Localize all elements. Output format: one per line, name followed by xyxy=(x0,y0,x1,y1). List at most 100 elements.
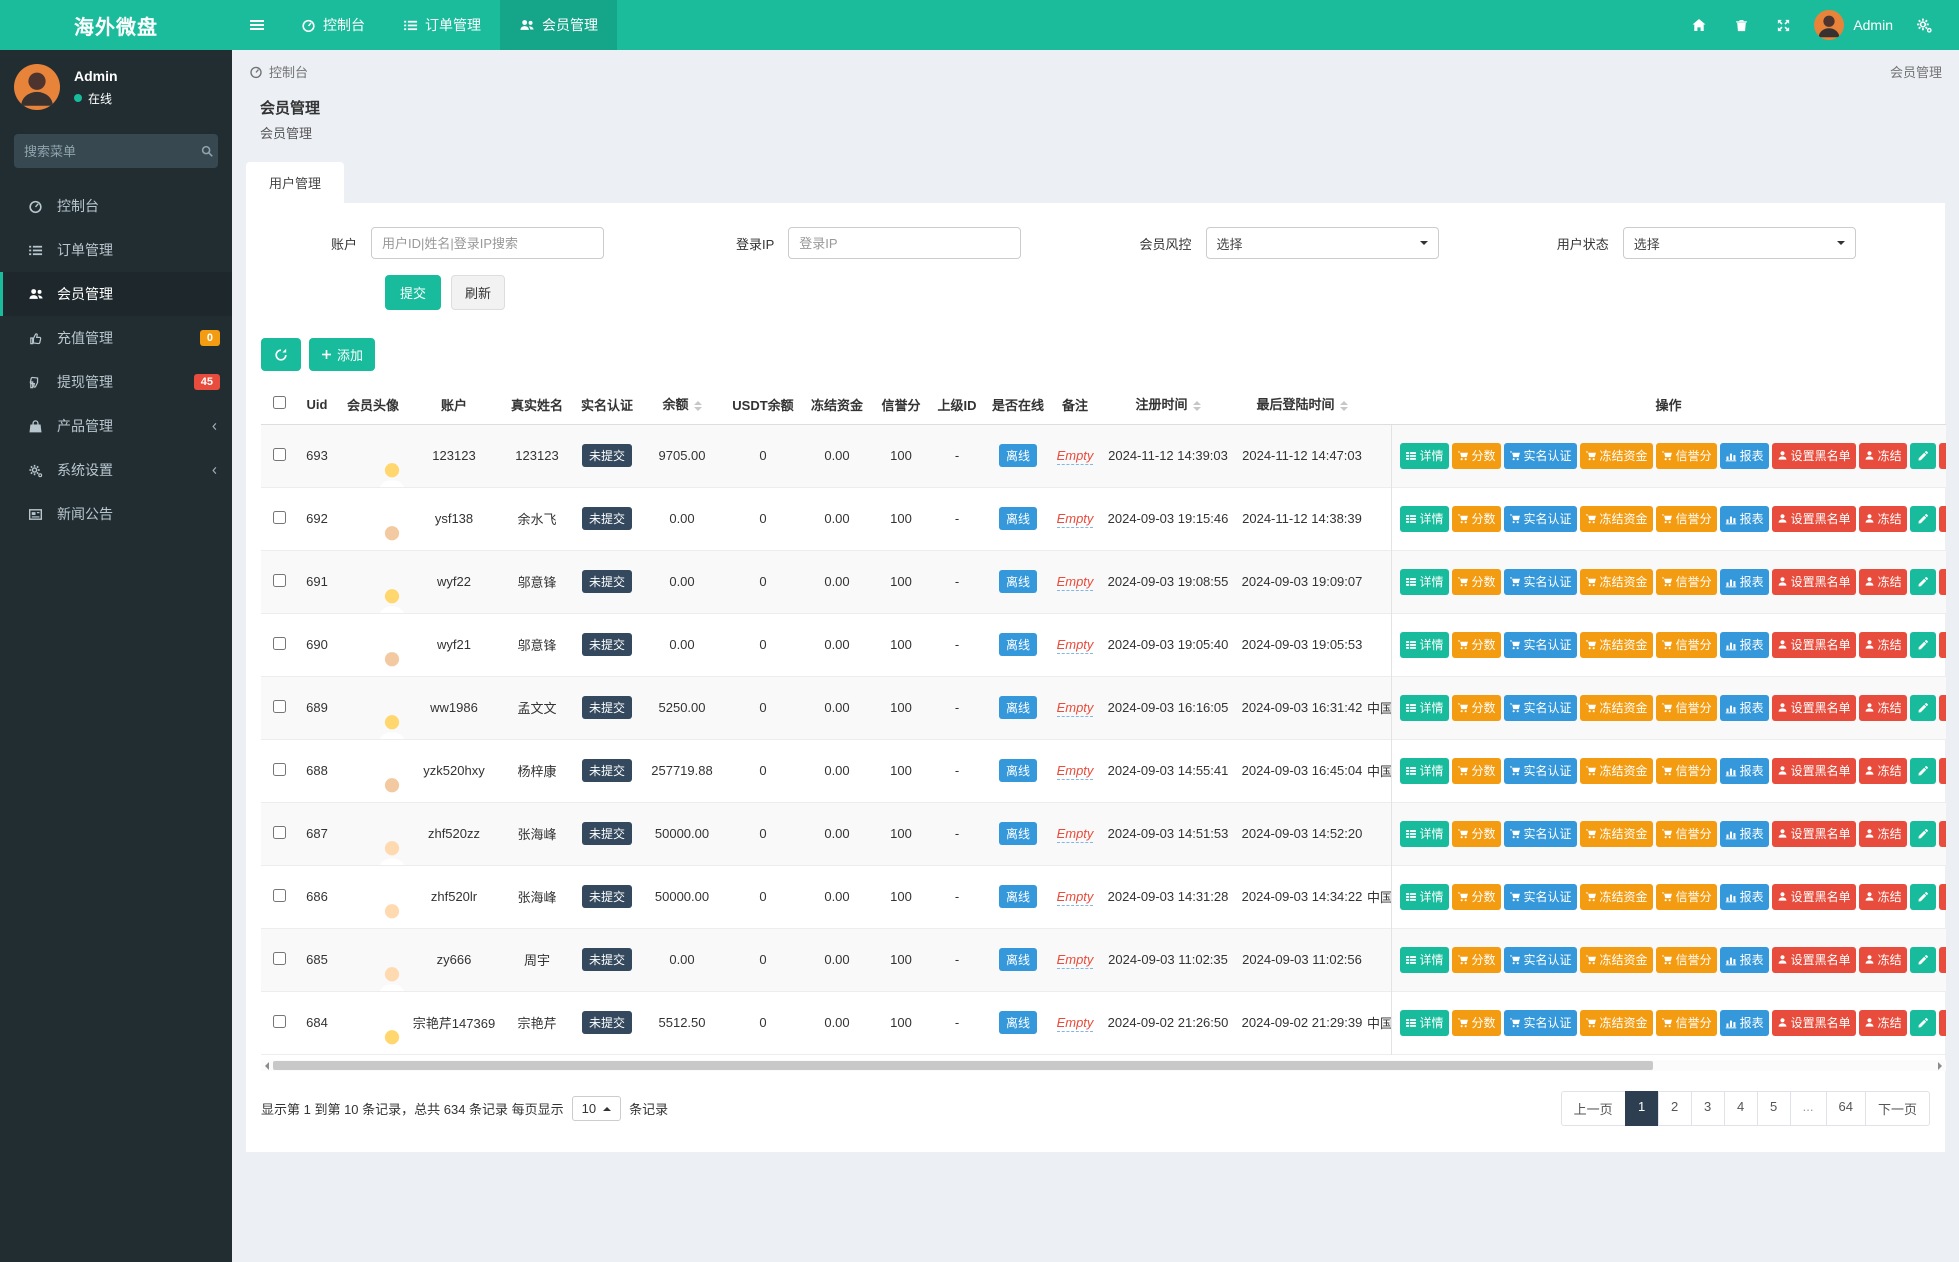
edit-button[interactable] xyxy=(1909,1009,1936,1036)
row-checkbox[interactable] xyxy=(272,1014,286,1028)
action-冻结-button[interactable]: 冻结 xyxy=(1858,757,1907,784)
action-分数-button[interactable]: 分数 xyxy=(1451,820,1501,847)
page-button-3[interactable]: 3 xyxy=(1690,1090,1725,1126)
action-信誉分-button[interactable]: 信誉分 xyxy=(1655,694,1717,721)
sidebar-item-3[interactable]: 充值管理 0 xyxy=(0,316,232,360)
page-button-4[interactable]: 4 xyxy=(1723,1090,1758,1126)
action-冻结资金-button[interactable]: 冻结资金 xyxy=(1579,757,1653,784)
action-设置黑名单-button[interactable]: 设置黑名单 xyxy=(1771,1009,1856,1036)
settings-button[interactable] xyxy=(1903,0,1945,50)
nav-item-2[interactable]: 会员管理 xyxy=(500,0,617,50)
action-冻结资金-button[interactable]: 冻结资金 xyxy=(1579,694,1653,721)
action-冻结-button[interactable]: 冻结 xyxy=(1858,1009,1907,1036)
row-checkbox[interactable] xyxy=(272,573,286,587)
action-报表-button[interactable]: 报表 xyxy=(1719,442,1769,469)
action-冻结资金-button[interactable]: 冻结资金 xyxy=(1579,442,1653,469)
row-checkbox[interactable] xyxy=(272,762,286,776)
page-button-上一页[interactable]: 上一页 xyxy=(1560,1090,1626,1126)
status-filter-select[interactable]: 选择 xyxy=(1622,227,1856,259)
col-last-login-sortable[interactable]: 最后登陆时间 xyxy=(1237,385,1367,425)
action-报表-button[interactable]: 报表 xyxy=(1719,694,1769,721)
action-实名认证-button[interactable]: 实名认证 xyxy=(1503,568,1577,595)
page-button-64[interactable]: 64 xyxy=(1825,1090,1866,1126)
edit-button[interactable] xyxy=(1909,820,1936,847)
action-冻结-button[interactable]: 冻结 xyxy=(1858,568,1907,595)
col-reg-time-sortable[interactable]: 注册时间 xyxy=(1099,385,1237,425)
action-冻结-button[interactable]: 冻结 xyxy=(1858,883,1907,910)
action-信誉分-button[interactable]: 信誉分 xyxy=(1655,820,1717,847)
action-分数-button[interactable]: 分数 xyxy=(1451,883,1501,910)
action-详情-button[interactable]: 详情 xyxy=(1399,505,1449,532)
action-冻结资金-button[interactable]: 冻结资金 xyxy=(1579,631,1653,658)
action-设置黑名单-button[interactable]: 设置黑名单 xyxy=(1771,946,1856,973)
row-checkbox[interactable] xyxy=(272,951,286,965)
action-设置黑名单-button[interactable]: 设置黑名单 xyxy=(1771,631,1856,658)
edit-button[interactable] xyxy=(1909,694,1936,721)
action-设置黑名单-button[interactable]: 设置黑名单 xyxy=(1771,694,1856,721)
clear-cache-button[interactable] xyxy=(1720,0,1762,50)
sidebar-item-5[interactable]: 产品管理 xyxy=(0,404,232,448)
action-冻结资金-button[interactable]: 冻结资金 xyxy=(1579,505,1653,532)
remark-link[interactable]: Empty xyxy=(1056,637,1094,655)
scroll-left-arrow-icon[interactable] xyxy=(261,1061,269,1070)
remark-link[interactable]: Empty xyxy=(1056,700,1094,718)
ip-filter-input[interactable] xyxy=(788,227,1022,259)
action-详情-button[interactable]: 详情 xyxy=(1399,757,1449,784)
remark-link[interactable]: Empty xyxy=(1056,952,1094,970)
row-checkbox[interactable] xyxy=(272,699,286,713)
action-信誉分-button[interactable]: 信誉分 xyxy=(1655,442,1717,469)
action-报表-button[interactable]: 报表 xyxy=(1719,757,1769,784)
action-冻结-button[interactable]: 冻结 xyxy=(1858,946,1907,973)
action-分数-button[interactable]: 分数 xyxy=(1451,1009,1501,1036)
scroll-right-arrow-icon[interactable] xyxy=(1938,1061,1946,1070)
action-详情-button[interactable]: 详情 xyxy=(1399,694,1449,721)
submit-button[interactable]: 提交 xyxy=(385,275,442,310)
action-详情-button[interactable]: 详情 xyxy=(1399,883,1449,910)
sidebar-toggle-button[interactable] xyxy=(232,0,282,50)
user-menu[interactable]: Admin xyxy=(1804,10,1903,40)
remark-link[interactable]: Empty xyxy=(1056,889,1094,907)
page-button-1[interactable]: 1 xyxy=(1624,1090,1659,1126)
action-分数-button[interactable]: 分数 xyxy=(1451,505,1501,532)
action-报表-button[interactable]: 报表 xyxy=(1719,946,1769,973)
breadcrumb-location[interactable]: 控制台 xyxy=(269,65,309,80)
reload-table-button[interactable] xyxy=(261,338,301,371)
delete-button[interactable] xyxy=(1938,946,1946,973)
action-详情-button[interactable]: 详情 xyxy=(1399,568,1449,595)
action-冻结-button[interactable]: 冻结 xyxy=(1858,631,1907,658)
scrollbar-thumb[interactable] xyxy=(273,1060,1653,1070)
row-checkbox[interactable] xyxy=(272,447,286,461)
delete-button[interactable] xyxy=(1938,694,1946,721)
delete-button[interactable] xyxy=(1938,820,1946,847)
sidebar-item-4[interactable]: 提现管理 45 xyxy=(0,360,232,404)
refresh-filters-button[interactable]: 刷新 xyxy=(451,275,506,310)
action-实名认证-button[interactable]: 实名认证 xyxy=(1503,442,1577,469)
account-filter-input[interactable] xyxy=(371,227,604,259)
action-信誉分-button[interactable]: 信誉分 xyxy=(1655,1009,1717,1036)
remark-link[interactable]: Empty xyxy=(1056,511,1094,529)
action-报表-button[interactable]: 报表 xyxy=(1719,883,1769,910)
edit-button[interactable] xyxy=(1909,757,1936,784)
action-设置黑名单-button[interactable]: 设置黑名单 xyxy=(1771,883,1856,910)
action-冻结资金-button[interactable]: 冻结资金 xyxy=(1579,883,1653,910)
action-设置黑名单-button[interactable]: 设置黑名单 xyxy=(1771,757,1856,784)
edit-button[interactable] xyxy=(1909,568,1936,595)
action-分数-button[interactable]: 分数 xyxy=(1451,631,1501,658)
nav-item-0[interactable]: 控制台 xyxy=(282,0,384,50)
action-分数-button[interactable]: 分数 xyxy=(1451,568,1501,595)
page-button-2[interactable]: 2 xyxy=(1657,1090,1692,1126)
row-checkbox[interactable] xyxy=(272,825,286,839)
row-checkbox[interactable] xyxy=(272,510,286,524)
action-实名认证-button[interactable]: 实名认证 xyxy=(1503,505,1577,532)
nav-item-1[interactable]: 订单管理 xyxy=(384,0,500,50)
delete-button[interactable] xyxy=(1938,442,1946,469)
action-信誉分-button[interactable]: 信誉分 xyxy=(1655,757,1717,784)
action-信誉分-button[interactable]: 信誉分 xyxy=(1655,883,1717,910)
col-balance-sortable[interactable]: 余额 xyxy=(639,385,725,425)
action-分数-button[interactable]: 分数 xyxy=(1451,757,1501,784)
action-实名认证-button[interactable]: 实名认证 xyxy=(1503,883,1577,910)
home-button[interactable] xyxy=(1678,0,1720,50)
page-button-...[interactable]: ... xyxy=(1789,1090,1827,1126)
action-冻结资金-button[interactable]: 冻结资金 xyxy=(1579,1009,1653,1036)
fullscreen-button[interactable] xyxy=(1762,0,1804,50)
